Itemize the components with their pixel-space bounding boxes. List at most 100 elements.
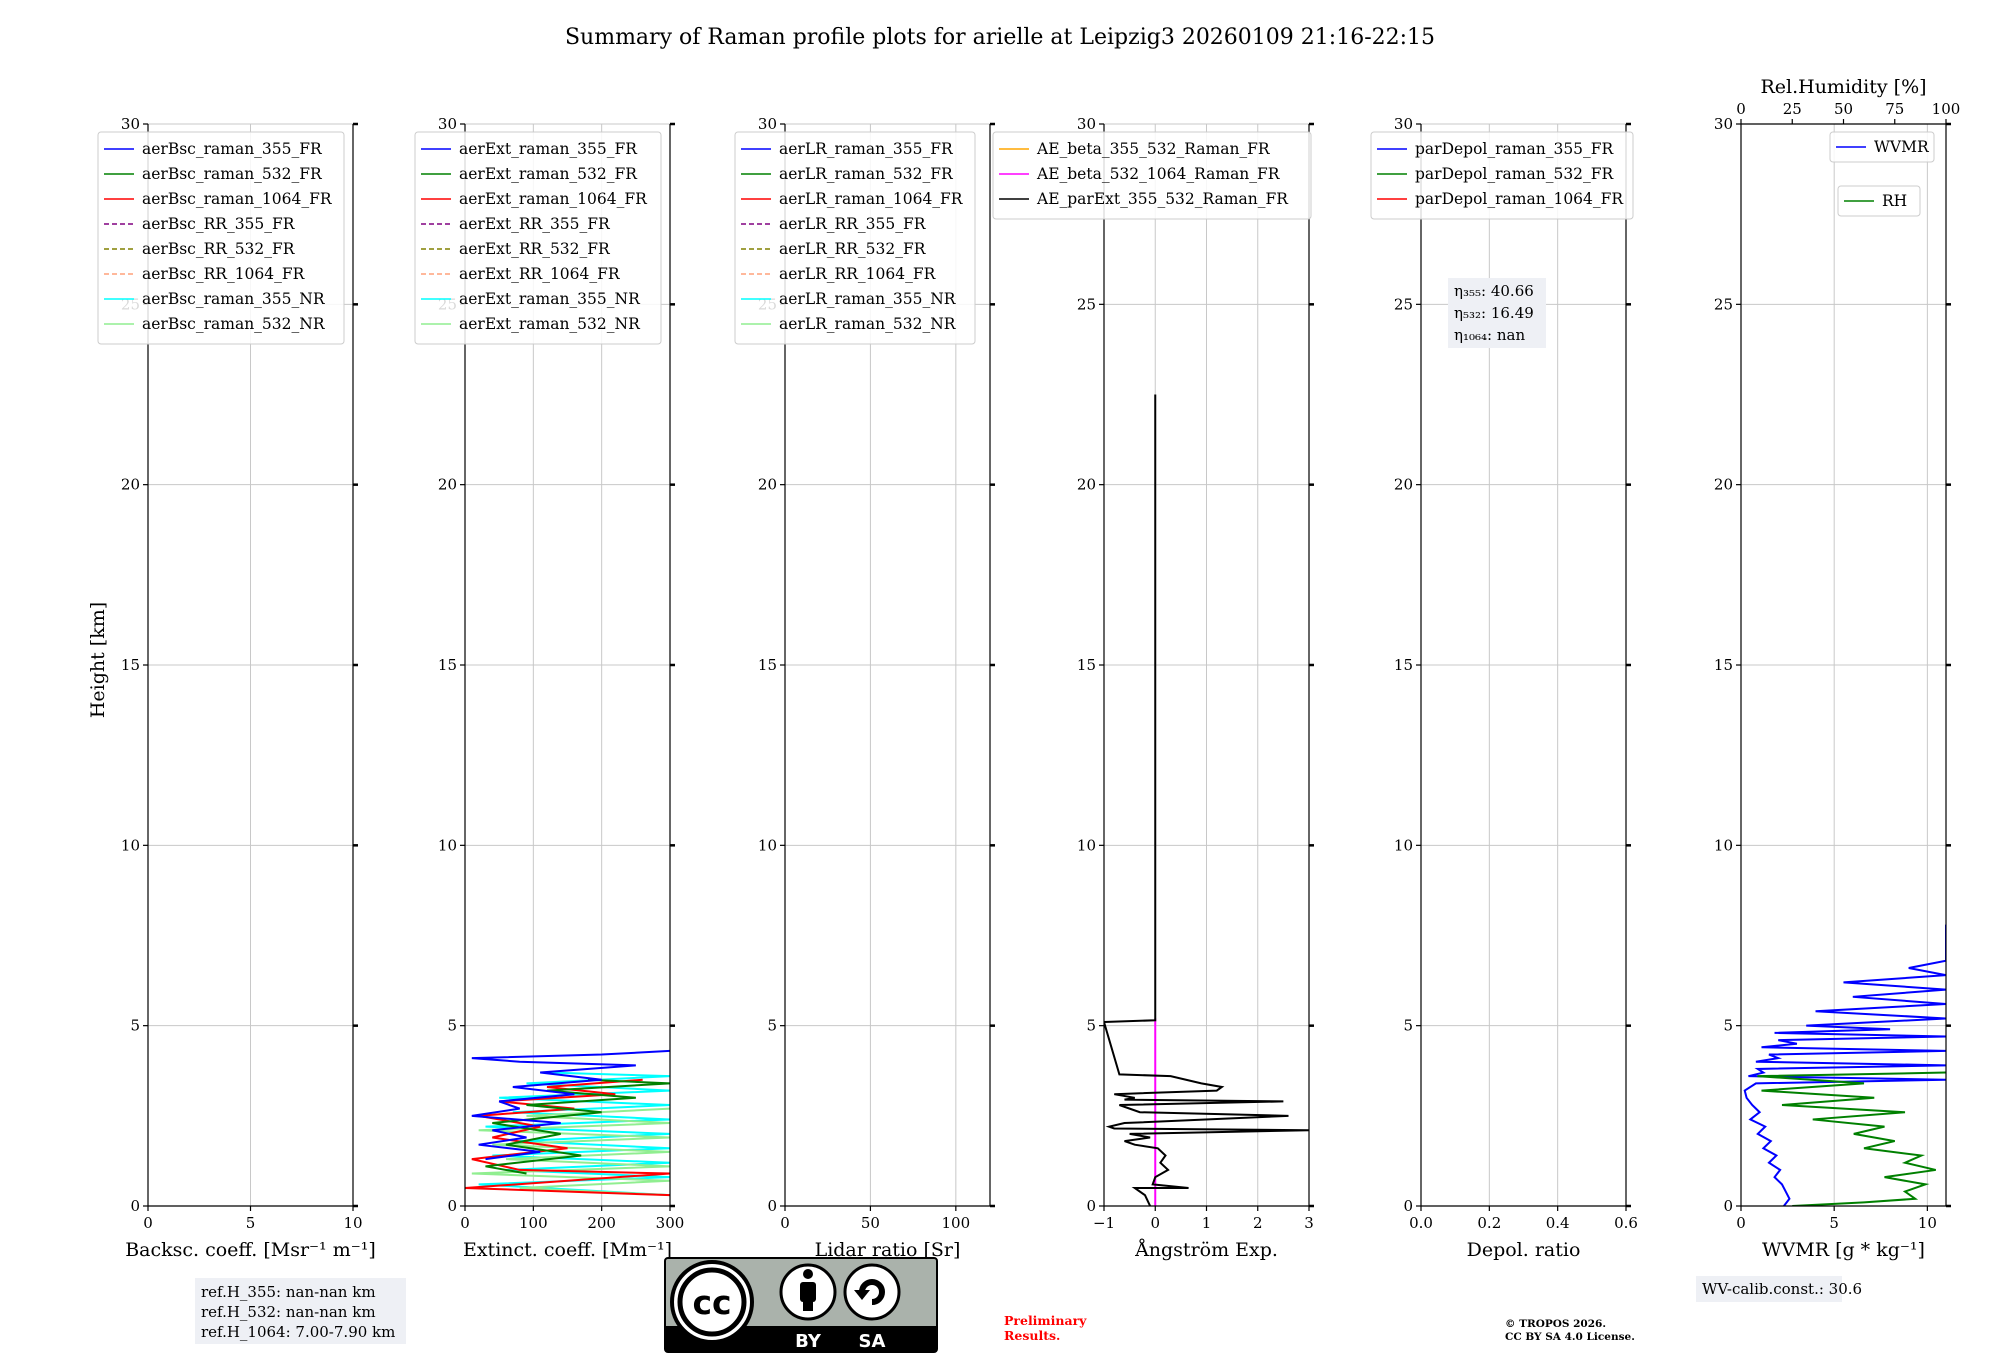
x-tick-label: 0 <box>780 1214 790 1232</box>
x-axis-label: Lidar ratio [Sr] <box>815 1239 961 1261</box>
y-tick-label: 15 <box>121 656 140 674</box>
series-group <box>1743 924 1946 1206</box>
series-group <box>465 1049 670 1197</box>
y-tick-label: 0 <box>1723 1197 1733 1215</box>
legend-box <box>992 131 1312 220</box>
x-tick-label: 5 <box>246 1214 256 1232</box>
x-tick-label: 100 <box>942 1214 971 1232</box>
y-tick-label: 5 <box>767 1017 777 1035</box>
legend-label: aerExt_raman_355_NR <box>459 290 641 308</box>
x-tick-label: −1 <box>1093 1214 1115 1232</box>
preliminary-line2: Results. <box>1004 1328 1060 1343</box>
panels: 0510152025300510Backsc. coeff. [Msr⁻¹ m⁻… <box>97 76 1960 1261</box>
panel-lidar-ratio: 051015202530050100Lidar ratio [Sr]aerLR_… <box>734 115 995 1261</box>
y-tick-label: 20 <box>121 476 140 494</box>
y-tick-label: 0 <box>130 1197 140 1215</box>
legend-box <box>734 131 976 345</box>
y-tick-label: 30 <box>1077 115 1096 133</box>
x-tick-label: 50 <box>861 1214 880 1232</box>
eta-355: η₃₅₅: 40.66 <box>1454 282 1534 300</box>
series-line-AE_parExt_355_532_Raman_FR <box>1104 394 1309 1206</box>
top-tick-label: 100 <box>1932 100 1961 118</box>
panel-depolarization: 0 5 10 15 20 25 30 0.0 0.2 0.4 0.6 Depol. ratio parD… <box>1370 115 1638 1261</box>
y-tick-label: 20 <box>1077 476 1096 494</box>
legend-label: aerLR_RR_532_FR <box>779 240 927 258</box>
ref-h-1064: ref.H_1064: 7.00-7.90 km <box>201 1323 395 1341</box>
copyright-line2: CC BY SA 4.0 License. <box>1505 1331 1635 1343</box>
y-tick-label: 25 <box>1077 295 1096 313</box>
legend-box <box>1370 131 1634 220</box>
legend-label: aerBsc_raman_355_FR <box>142 140 323 158</box>
cc-logo-text: cc <box>692 1283 731 1322</box>
legend-label: aerExt_raman_532_NR <box>459 315 641 333</box>
legend-label: aerBsc_raman_1064_FR <box>142 190 333 208</box>
y-tick-label: 15 <box>1077 656 1096 674</box>
wv-calib-text: WV-calib.const.: 30.6 <box>1702 1280 1862 1298</box>
y-tick-label: 5 <box>1723 1017 1733 1035</box>
legend-label: aerLR_raman_1064_FR <box>779 190 964 208</box>
y-tick-label: 20 <box>1714 476 1733 494</box>
legend-label: aerBsc_RR_532_FR <box>142 240 296 258</box>
legend-label: aerLR_raman_532_FR <box>779 165 954 183</box>
by-label: BY <box>795 1331 822 1352</box>
ref-h-532: ref.H_532: nan-nan km <box>201 1303 376 1321</box>
y-tick-label: 10 <box>438 836 457 854</box>
y-tick-label: 30 <box>438 115 457 133</box>
y-tick-label: 0 <box>1086 1197 1096 1215</box>
legend-label: AE_beta_532_1064_Raman_FR <box>1036 165 1281 183</box>
legend-label: aerExt_RR_532_FR <box>459 240 611 258</box>
y-tick-label: 0 <box>1403 1197 1413 1215</box>
x-tick-label: 0.2 <box>1477 1214 1501 1232</box>
series-line-aerExt_raman_355_FR <box>471 1049 670 1161</box>
panel-backscatter: 0510152025300510Backsc. coeff. [Msr⁻¹ m⁻… <box>97 115 376 1261</box>
top-tick-label: 75 <box>1885 100 1904 118</box>
legend-label: aerExt_RR_355_FR <box>459 215 611 233</box>
x-tick-label: 2 <box>1253 1214 1263 1232</box>
legend-label: aerBsc_RR_355_FR <box>142 215 296 233</box>
legend-label: aerExt_raman_355_FR <box>459 140 638 158</box>
x-tick-label: 0 <box>460 1214 470 1232</box>
cc-by-sa-badge[interactable]: cc BY SA <box>664 1257 938 1353</box>
figure-title: Summary of Raman profile plots for ariel… <box>565 25 1435 50</box>
y-tick-label: 25 <box>1394 295 1413 313</box>
y-tick-label: 0 <box>767 1197 777 1215</box>
legend-label: AE_beta_355_532_Raman_FR <box>1036 140 1271 158</box>
legend-label: aerExt_raman_532_FR <box>459 165 638 183</box>
y-tick-label: 5 <box>1086 1017 1096 1035</box>
y-tick-label: 15 <box>758 656 777 674</box>
eta-1064: η₁₀₆₄: nan <box>1454 326 1525 344</box>
x-tick-label: 0.0 <box>1409 1214 1433 1232</box>
y-axis-label: Height [km] <box>87 602 109 718</box>
legend-label: parDepol_raman_1064_FR <box>1415 190 1624 208</box>
y-tick-label: 0 <box>447 1197 457 1215</box>
legend-box <box>1837 185 1921 217</box>
series-group <box>1104 394 1309 1206</box>
legend-label: WVMR <box>1874 138 1930 156</box>
secondary-x-label: Rel.Humidity [%] <box>1760 76 1926 98</box>
y-tick-label: 30 <box>1714 115 1733 133</box>
x-tick-label: 300 <box>656 1214 685 1232</box>
legend-box <box>414 131 662 345</box>
wv-calib-box: WV-calib.const.: 30.6 <box>1696 1276 1862 1302</box>
y-tick-label: 10 <box>1394 836 1413 854</box>
y-tick-label: 10 <box>1077 836 1096 854</box>
x-tick-label: 100 <box>519 1214 548 1232</box>
x-tick-label: 0 <box>1150 1214 1160 1232</box>
legend-label: aerLR_raman_532_NR <box>779 315 957 333</box>
panel-extinction: 0510152025300100200300Extinct. coeff. [M… <box>414 115 685 1261</box>
x-tick-label: 0 <box>1736 1214 1746 1232</box>
x-tick-label: 0.6 <box>1614 1214 1638 1232</box>
legend-label: parDepol_raman_355_FR <box>1415 140 1615 158</box>
legend-label: aerBsc_raman_532_NR <box>142 315 326 333</box>
legend-label: RH <box>1882 192 1907 210</box>
x-tick-label: 10 <box>1918 1214 1937 1232</box>
sa-share-icon <box>843 1263 901 1321</box>
sa-label: SA <box>859 1331 886 1352</box>
legend-box <box>1829 131 1935 163</box>
legend-label: AE_parExt_355_532_Raman_FR <box>1036 190 1289 208</box>
series-line-aerExt_raman_532_FR <box>485 1078 670 1175</box>
x-tick-label: 5 <box>1829 1214 1839 1232</box>
y-tick-label: 5 <box>130 1017 140 1035</box>
